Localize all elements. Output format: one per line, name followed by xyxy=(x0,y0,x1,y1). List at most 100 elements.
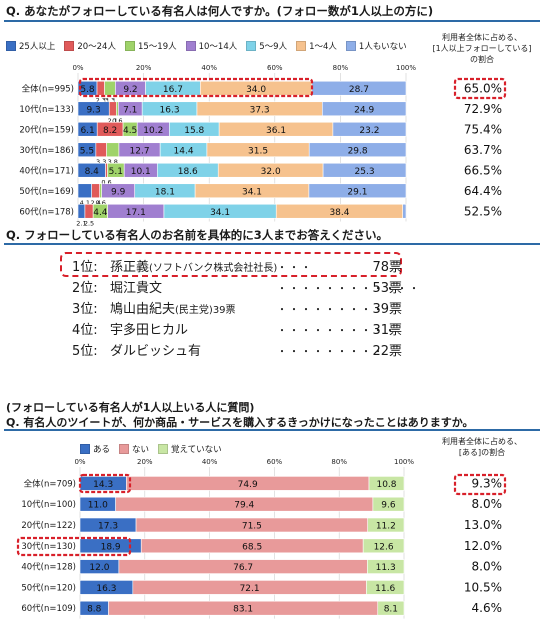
data-label: 17.3 xyxy=(98,522,118,532)
bar-segment xyxy=(366,580,405,595)
category-label: 60代(n=178) xyxy=(19,206,74,217)
legend-label: 5～9人 xyxy=(259,42,288,52)
data-label: 3.3 xyxy=(96,158,106,166)
data-label: 18.9 xyxy=(101,542,121,552)
q3-title: Q. 有名人のツイートが、何か商品・サービスを購入するきっかけになったことはあり… xyxy=(6,416,474,429)
data-label: 15.8 xyxy=(184,126,204,136)
data-label: 34.1 xyxy=(210,208,230,218)
x-tick-label: 100% xyxy=(396,64,416,72)
data-label: 2.5 xyxy=(84,219,94,227)
x-tick-label: 0% xyxy=(74,458,85,466)
category-label: 40代(n=171) xyxy=(19,165,74,176)
data-label: 83.1 xyxy=(233,605,253,615)
data-label: 9.3 xyxy=(86,105,100,115)
legend-swatch xyxy=(345,41,356,51)
side-percentage: 66.5% xyxy=(464,163,502,177)
ranking-row: 3位: 鳩山由紀夫(民主党)39票 ・・・・・・・・・ 39票 xyxy=(72,298,402,317)
q2-divider xyxy=(4,243,540,245)
data-label: 23.2 xyxy=(359,126,379,136)
bar-segment xyxy=(368,476,405,491)
data-label: 9.2 xyxy=(123,85,137,95)
data-label: 34.1 xyxy=(242,187,262,197)
data-label: 5.8 xyxy=(80,85,95,95)
category-label: 20代(n=122) xyxy=(21,520,76,531)
legend-label: 1～4人 xyxy=(309,42,337,52)
rank-dots: ・・・・・・・・・ xyxy=(277,347,385,358)
legend-item: 10～14人 xyxy=(185,40,237,52)
data-label: 11.3 xyxy=(376,563,396,573)
data-label: 34.0 xyxy=(246,85,266,95)
side-percentage: 8.0% xyxy=(472,560,503,574)
category-label: 10代(n=133) xyxy=(19,104,74,115)
bar-segment xyxy=(372,496,405,512)
q3-side-header-line2: [ある]の割合 xyxy=(458,448,506,457)
rank-name-text: 堀江貴文 xyxy=(110,281,163,296)
chart2-legend: ある ない 覚えていない xyxy=(80,443,222,455)
legend-swatch xyxy=(185,41,196,51)
legend-item: 20～24人 xyxy=(64,40,116,52)
data-label: 12.6 xyxy=(374,542,394,552)
bar-segment xyxy=(308,183,407,199)
legend-swatch xyxy=(6,41,16,51)
rank-dots: ・・・・・・・・・ xyxy=(277,305,385,316)
data-label: 68.5 xyxy=(242,542,262,552)
rank-dots: ・・・・・・・・・・ xyxy=(277,326,397,337)
data-label: 24.9 xyxy=(354,105,374,115)
side-percentage: 65.0% xyxy=(464,81,502,95)
rank-position: 2位: xyxy=(72,281,98,296)
x-tick-label: 80% xyxy=(331,458,347,466)
q2-highlight-box xyxy=(60,252,402,277)
rank-position: 5位: xyxy=(72,344,98,359)
data-label: 38.4 xyxy=(329,208,349,218)
category-label: 10代(n=100) xyxy=(21,499,76,510)
x-tick-label: 60% xyxy=(267,64,283,72)
category-label: 全体(n=995) xyxy=(22,83,74,94)
data-label: 8.2 xyxy=(103,126,117,136)
data-label: 11.0 xyxy=(88,501,108,511)
bar-segment xyxy=(308,142,407,158)
rank-name: 宇多田ヒカル xyxy=(110,319,188,338)
bar-segment xyxy=(367,517,405,533)
legend-label: 1人もいない xyxy=(358,42,407,52)
legend-item: 1人もいない xyxy=(345,40,407,52)
data-label: 16.3 xyxy=(96,584,116,594)
legend-label: 15～19人 xyxy=(137,42,177,52)
q1-side-header-line2: [1人以上フォローしている] xyxy=(432,44,532,53)
x-tick-label: 0% xyxy=(72,64,83,72)
q3-divider xyxy=(4,429,540,431)
category-label: 30代(n=186) xyxy=(19,145,74,156)
category-label: 50代(n=120) xyxy=(21,582,76,593)
rank-count: 22票 xyxy=(372,344,402,359)
highlight-box xyxy=(78,77,314,98)
rank-position: 3位: xyxy=(72,302,98,317)
legend-swatch xyxy=(80,444,90,454)
side-percentage: 75.4% xyxy=(464,122,502,136)
data-label: 3.3 xyxy=(105,96,115,104)
ranking-row: 5位: ダルビッシュ有 ・・・・・・・・・ 22票 xyxy=(72,340,402,359)
highlight-box xyxy=(453,473,507,496)
legend-label: 覚えていない xyxy=(171,445,222,455)
x-tick-label: 20% xyxy=(137,458,153,466)
bar-segment xyxy=(402,203,407,219)
legend-swatch xyxy=(296,41,307,51)
bar-segment xyxy=(362,538,405,554)
data-label: 4.1 xyxy=(80,199,90,207)
legend-label: 20～24人 xyxy=(77,42,116,52)
legend-swatch xyxy=(64,41,75,51)
legend-item: 覚えていない xyxy=(158,443,222,455)
q1-title: Q. あなたがフォローしている有名人は何人ですか。(フォロー数が1人以上の方に) xyxy=(6,4,434,18)
legend-swatch xyxy=(124,41,135,51)
chart1-legend: 25人以上 20～24人 15～19人 10～14人 5～9人 1～4人 1人もいない xyxy=(6,40,407,52)
rank-name: 孫正義(ソフトバンク株式会社社長) xyxy=(110,256,277,275)
data-label: 36.1 xyxy=(266,126,286,136)
data-label: 16.3 xyxy=(160,105,180,115)
data-label: 6.1 xyxy=(80,126,94,136)
data-label: 32.0 xyxy=(261,167,281,177)
data-label: 12.7 xyxy=(130,146,150,156)
data-label: 9.9 xyxy=(111,187,126,197)
chart1-stacked-bars: 0% 20% 40% 60% 80% 100%全体(n=995) 5.82.33.39.2 1… xyxy=(19,64,507,227)
category-label: 40代(n=128) xyxy=(21,562,76,573)
data-label: 7.1 xyxy=(123,105,137,115)
data-label: 0.6 xyxy=(101,178,111,186)
